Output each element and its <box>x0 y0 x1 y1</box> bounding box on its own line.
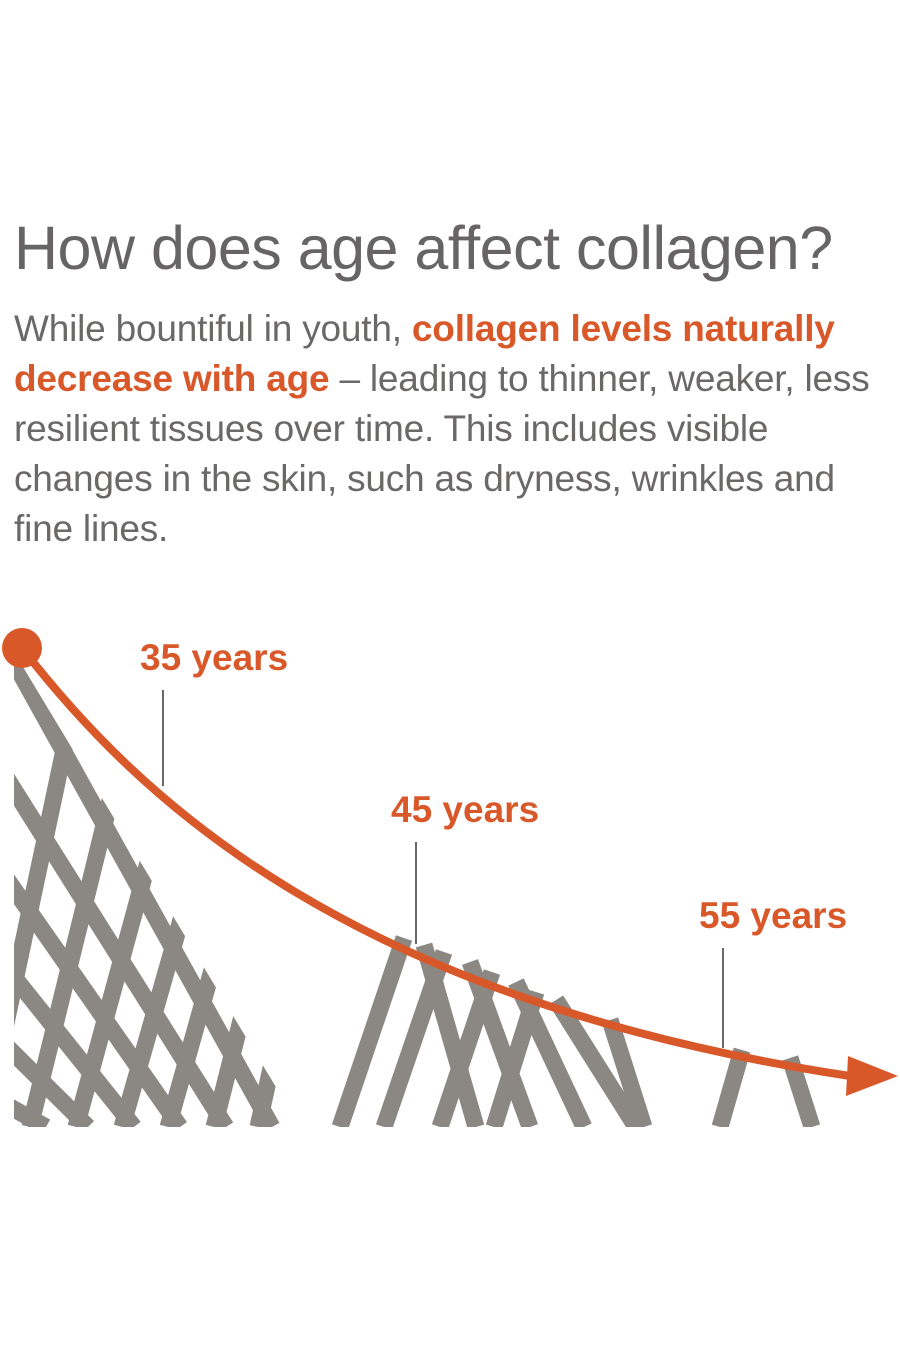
label-45-years: 45 years <box>391 789 539 830</box>
collagen-decline-curve <box>18 644 854 1080</box>
label-55-years: 55 years <box>699 895 847 936</box>
curve-arrowhead <box>846 1056 898 1096</box>
intro-paragraph: While bountiful in youth, collagen level… <box>14 304 894 554</box>
dense-fiber-mesh <box>14 657 300 1127</box>
page-heading: How does age affect collagen? <box>14 214 833 282</box>
medium-fiber-mesh <box>331 935 653 1127</box>
curve-start-dot <box>2 628 42 668</box>
label-35-years: 35 years <box>140 637 288 678</box>
intro-highlight: collagen levels naturally decrease with … <box>14 308 835 399</box>
intro-lead: While bountiful in youth, <box>14 308 412 349</box>
intro-rest: – leading to thinner, weaker, less resil… <box>14 358 870 549</box>
